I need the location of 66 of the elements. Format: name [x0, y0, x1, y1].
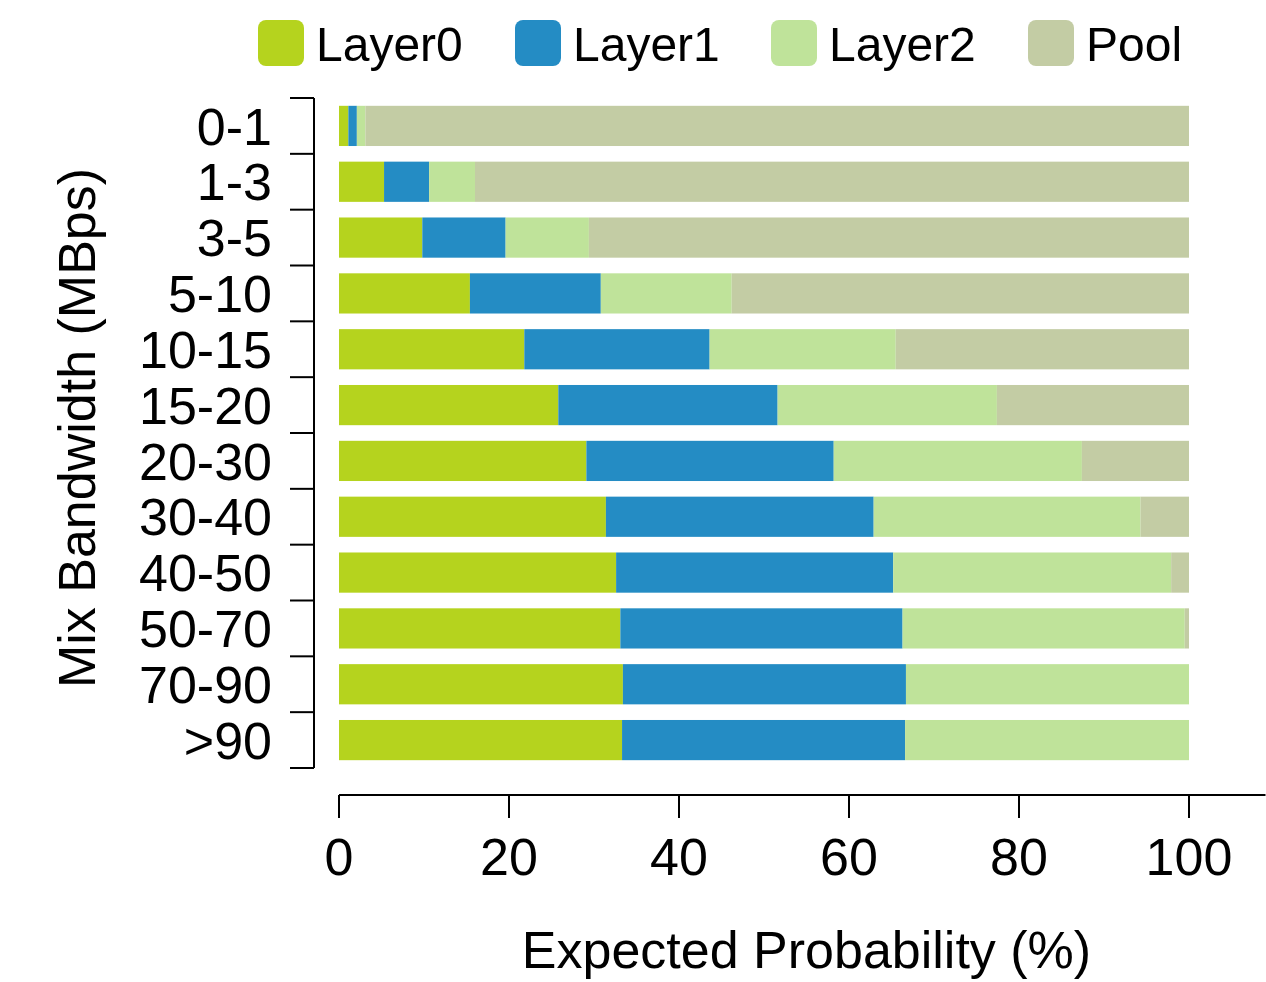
bar: [1184, 608, 1189, 649]
bar: [905, 719, 1189, 761]
y-axis-title: Mix Bandwidth (MBps): [48, 167, 106, 689]
bar: [339, 719, 623, 761]
x-axis-title: Expected Probability (%): [521, 921, 1092, 979]
bar: [339, 496, 606, 537]
bar: [422, 217, 506, 258]
bar: [588, 217, 1189, 258]
bar: [1140, 496, 1189, 537]
bar: [339, 329, 525, 370]
bar: [524, 329, 710, 370]
bar: [339, 608, 621, 649]
bar: [339, 273, 470, 314]
bar: [365, 105, 1189, 147]
y-tick-label: >90: [183, 711, 272, 770]
x-tick-label: 100: [1145, 828, 1233, 886]
bar: [339, 552, 617, 593]
bar: [475, 161, 1189, 202]
bar: [905, 664, 1189, 705]
y-tick-label: 15-20: [139, 376, 272, 435]
bar: [622, 719, 906, 761]
bar: [605, 496, 874, 537]
legend-label: Pool: [1086, 18, 1183, 71]
bar: [777, 384, 997, 426]
x-tick-label: 80: [990, 828, 1048, 886]
bar: [709, 329, 896, 370]
bar: [356, 105, 366, 147]
bar: [384, 161, 430, 202]
bar: [600, 273, 732, 314]
y-tick-label: 3-5: [196, 209, 272, 268]
bar: [505, 217, 589, 258]
bar: [469, 273, 601, 314]
bar: [1081, 440, 1189, 482]
bar: [902, 608, 1185, 649]
bar: [339, 440, 587, 482]
legend-label: Layer2: [829, 18, 976, 71]
bar: [895, 329, 1189, 370]
bar: [348, 105, 357, 147]
bar: [586, 440, 834, 482]
bar: [339, 664, 623, 705]
y-tick-label: 20-30: [139, 432, 272, 491]
bar: [873, 496, 1141, 537]
y-tick-label: 1-3: [196, 153, 272, 212]
y-tick-label: 40-50: [139, 544, 272, 603]
x-tick-label: 40: [650, 828, 708, 886]
y-tick-label: 0-1: [196, 97, 272, 156]
bar: [339, 217, 423, 258]
bar: [731, 273, 1189, 314]
bar: [339, 384, 559, 426]
legend-label: Layer0: [316, 18, 463, 71]
legend-label: Layer1: [573, 18, 720, 71]
bar: [616, 552, 894, 593]
bar: [620, 608, 903, 649]
bar: [1171, 552, 1189, 593]
x-tick-label: 0: [324, 828, 354, 886]
bar: [558, 384, 778, 426]
y-tick-label: 30-40: [139, 488, 272, 547]
x-tick-label: 60: [820, 828, 878, 886]
bar: [429, 161, 475, 202]
bar: [339, 105, 349, 147]
bar: [996, 384, 1189, 426]
bar: [833, 440, 1082, 482]
bar: [339, 161, 385, 202]
bar: [622, 664, 906, 705]
bar: [893, 552, 1172, 593]
x-tick-label: 20: [480, 828, 538, 886]
